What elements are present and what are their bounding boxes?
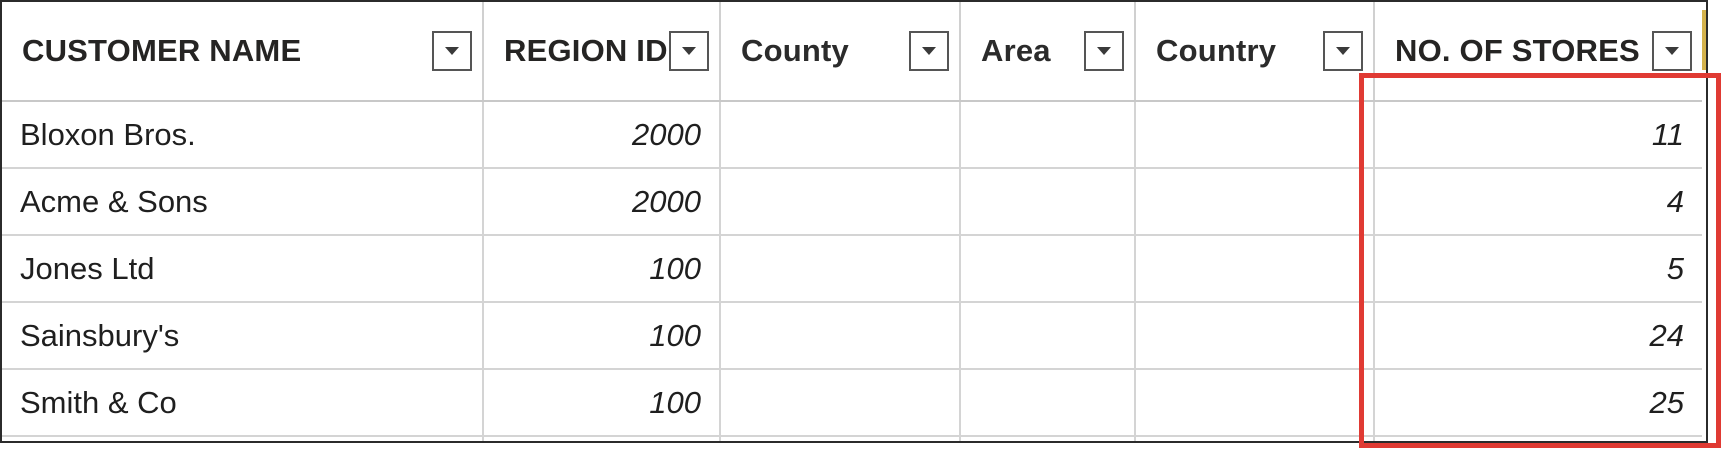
chevron-down-icon xyxy=(1336,47,1350,55)
cell-area[interactable] xyxy=(960,168,1136,236)
chevron-down-icon xyxy=(922,47,936,55)
column-label: Country xyxy=(1156,33,1277,68)
filter-dropdown-button[interactable] xyxy=(909,31,949,71)
cell-empty xyxy=(960,436,1136,441)
cell-country[interactable] xyxy=(1135,101,1375,169)
column-header-region-id[interactable]: REGION ID xyxy=(483,2,721,102)
chevron-down-icon xyxy=(1665,47,1679,55)
cell-area[interactable] xyxy=(960,302,1136,370)
cell-area[interactable] xyxy=(960,235,1136,303)
cell-county[interactable] xyxy=(720,369,961,437)
cell-empty xyxy=(1135,436,1375,441)
cell-no-of-stores[interactable]: 11 xyxy=(1374,101,1702,169)
cell-customer-name[interactable]: Sainsbury's xyxy=(2,302,484,370)
cell-empty xyxy=(483,436,721,441)
cell-region-id[interactable]: 100 xyxy=(483,302,721,370)
filter-dropdown-button[interactable] xyxy=(1323,31,1363,71)
cell-region-id[interactable]: 2000 xyxy=(483,168,721,236)
column-header-area[interactable]: Area xyxy=(960,2,1136,102)
column-header-customer-name[interactable]: CUSTOMER NAME xyxy=(2,2,484,102)
column-label: NO. OF STORES xyxy=(1395,33,1640,68)
cell-empty xyxy=(1374,436,1702,441)
cell-county[interactable] xyxy=(720,235,961,303)
table-row-partial xyxy=(2,436,1702,441)
cell-county[interactable] xyxy=(720,302,961,370)
cell-county[interactable] xyxy=(720,101,961,169)
filter-dropdown-button[interactable] xyxy=(1084,31,1124,71)
table-row[interactable]: Sainsbury's 100 24 xyxy=(2,302,1702,370)
cell-region-id[interactable]: 100 xyxy=(483,369,721,437)
chevron-down-icon xyxy=(1097,47,1111,55)
table-row[interactable]: Bloxon Bros. 2000 11 xyxy=(2,101,1702,169)
cell-customer-name[interactable]: Jones Ltd xyxy=(2,235,484,303)
table-row[interactable]: Acme & Sons 2000 4 xyxy=(2,168,1702,236)
filter-dropdown-button[interactable] xyxy=(669,31,709,71)
cell-no-of-stores[interactable]: 24 xyxy=(1374,302,1702,370)
cell-country[interactable] xyxy=(1135,369,1375,437)
cell-country[interactable] xyxy=(1135,168,1375,236)
cell-area[interactable] xyxy=(960,101,1136,169)
column-label: Area xyxy=(981,33,1051,68)
column-label: County xyxy=(741,33,849,68)
table-row[interactable]: Jones Ltd 100 5 xyxy=(2,235,1702,303)
column-header-no-of-stores[interactable]: NO. OF STORES xyxy=(1374,2,1702,102)
chevron-down-icon xyxy=(445,47,459,55)
filter-dropdown-button[interactable] xyxy=(1652,31,1692,71)
cell-empty xyxy=(2,436,484,441)
column-header-county[interactable]: County xyxy=(720,2,961,102)
column-label: CUSTOMER NAME xyxy=(22,33,302,68)
cell-country[interactable] xyxy=(1135,235,1375,303)
data-grid-frame: CUSTOMER NAME REGION ID xyxy=(0,0,1708,443)
cell-county[interactable] xyxy=(720,168,961,236)
chevron-down-icon xyxy=(682,47,696,55)
cell-no-of-stores[interactable]: 25 xyxy=(1374,369,1702,437)
filter-dropdown-button[interactable] xyxy=(432,31,472,71)
cell-no-of-stores[interactable]: 4 xyxy=(1374,168,1702,236)
data-table: CUSTOMER NAME REGION ID xyxy=(2,2,1702,441)
cell-area[interactable] xyxy=(960,369,1136,437)
cell-customer-name[interactable]: Smith & Co xyxy=(2,369,484,437)
cell-customer-name[interactable]: Bloxon Bros. xyxy=(2,101,484,169)
header-row: CUSTOMER NAME REGION ID xyxy=(2,2,1702,102)
cell-country[interactable] xyxy=(1135,302,1375,370)
column-header-country[interactable]: Country xyxy=(1135,2,1375,102)
cell-no-of-stores[interactable]: 5 xyxy=(1374,235,1702,303)
column-label: REGION ID xyxy=(504,33,668,68)
cell-region-id[interactable]: 2000 xyxy=(483,101,721,169)
cell-region-id[interactable]: 100 xyxy=(483,235,721,303)
cell-empty xyxy=(720,436,961,441)
cell-customer-name[interactable]: Acme & Sons xyxy=(2,168,484,236)
table-row[interactable]: Smith & Co 100 25 xyxy=(2,369,1702,437)
